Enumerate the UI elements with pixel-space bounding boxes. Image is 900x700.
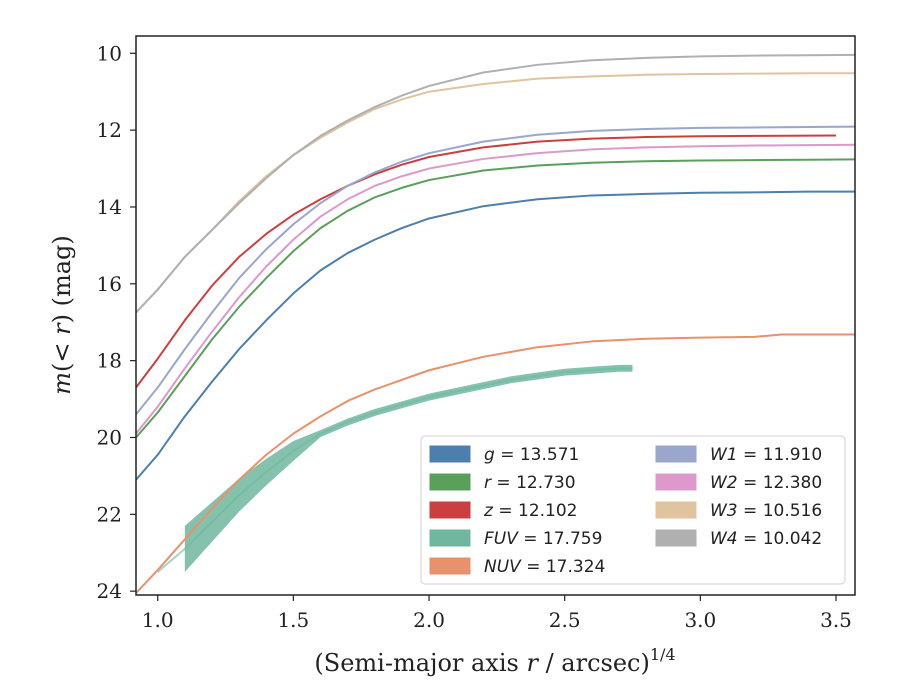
series-line-g xyxy=(136,190,855,481)
y-tick-label: 22 xyxy=(97,502,122,526)
x-tick-label: 3.5 xyxy=(820,608,852,632)
legend: g = 13.571 r = 12.730 z = 12.102 FUV = 17.7… xyxy=(420,435,846,585)
y-tick-label: 14 xyxy=(97,195,122,219)
legend-swatch-w4 xyxy=(655,529,697,547)
x-tick-label: 2.0 xyxy=(413,608,445,632)
legend-label-w4: W4 = 10.042 xyxy=(710,529,822,549)
legend-swatch-fuv xyxy=(429,529,471,547)
x-tick-label: 3.0 xyxy=(684,608,716,632)
legend-swatch-z xyxy=(429,501,471,519)
y-tick-label: 12 xyxy=(97,118,122,142)
legend-swatch-w2 xyxy=(655,473,697,491)
legend-label-z: z = 12.102 xyxy=(483,501,577,521)
legend-swatch-r xyxy=(429,473,471,491)
series-lines xyxy=(136,53,855,594)
x-axis: 1.0 1.5 2.0 2.5 3.0 3.5 xyxy=(142,595,852,632)
legend-swatch-nuv xyxy=(429,557,471,575)
y-axis: 10 12 14 16 18 20 22 24 xyxy=(97,41,136,603)
y-tick-label: 24 xyxy=(97,579,122,603)
series-line-z xyxy=(136,134,837,389)
y-axis-label: m(< r) (mag) xyxy=(48,235,76,395)
legend-label-w3: W3 = 10.516 xyxy=(710,501,822,521)
uncertainty-bands xyxy=(184,364,633,572)
legend-label-w2: W2 = 12.380 xyxy=(710,473,822,493)
y-tick-label: 10 xyxy=(97,41,122,65)
x-tick-label: 1.0 xyxy=(142,608,174,632)
fuv-uncertainty-band xyxy=(184,364,633,572)
series-line-w4 xyxy=(136,53,855,314)
y-tick-label: 20 xyxy=(97,425,122,449)
series-line-fuv xyxy=(157,367,633,573)
series-line-r xyxy=(136,158,855,439)
x-axis-label: (Semi-major axis r / arcsec)1/4 xyxy=(314,645,675,677)
legend-label-r: r = 12.730 xyxy=(484,473,576,493)
series-line-w2 xyxy=(136,143,855,435)
series-line-nuv xyxy=(136,333,855,594)
plot-frame xyxy=(135,35,856,596)
x-tick-label: 1.5 xyxy=(277,608,309,632)
y-tick-label: 16 xyxy=(97,272,122,296)
legend-label-g: g = 13.571 xyxy=(484,445,579,465)
x-tick-label: 2.5 xyxy=(549,608,581,632)
legend-swatch-w1 xyxy=(655,445,697,463)
legend-label-nuv: NUV = 17.324 xyxy=(484,557,605,577)
legend-swatch-g xyxy=(429,445,471,463)
y-tick-label: 18 xyxy=(97,349,122,373)
legend-frame xyxy=(420,435,846,585)
legend-label-w1: W1 = 11.910 xyxy=(710,445,822,465)
legend-swatch-w3 xyxy=(655,501,697,519)
legend-label-fuv: FUV = 17.759 xyxy=(484,529,602,549)
series-line-w1 xyxy=(136,125,855,416)
